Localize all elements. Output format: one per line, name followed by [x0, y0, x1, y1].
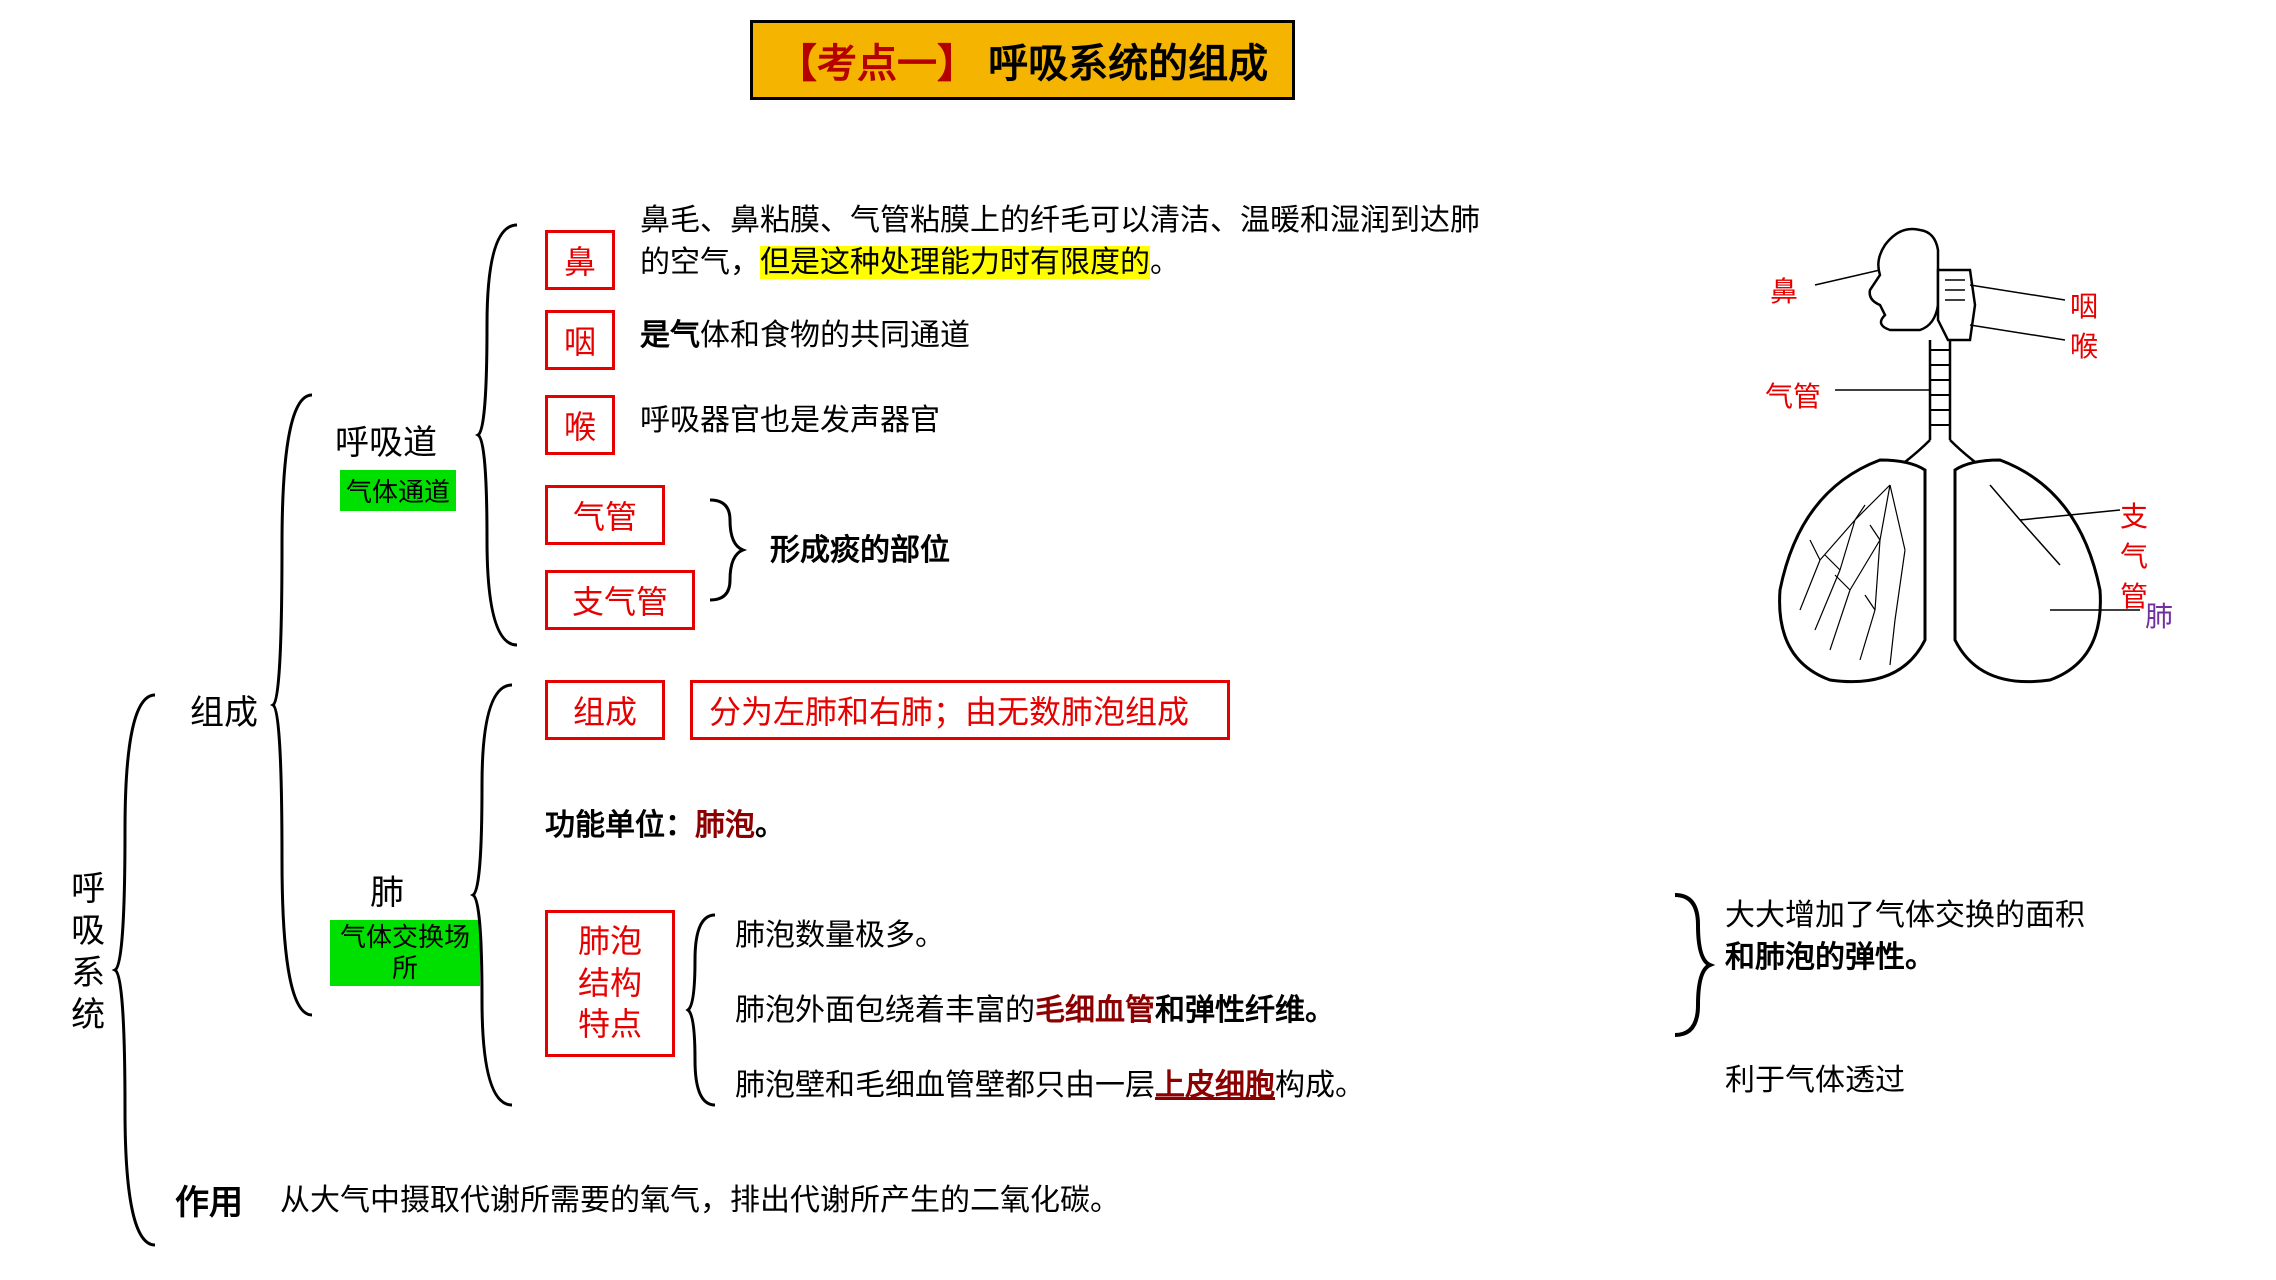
alveoli-l3-pre: 肺泡壁和毛细血管壁都只由一层	[735, 1069, 1155, 1102]
sputum-label: 形成痰的部位	[770, 530, 950, 572]
effect2: 利于气体透过	[1725, 1060, 1905, 1102]
alveoli-l1: 肺泡数量极多。	[735, 915, 945, 957]
diag-trachea-label: 气管	[1765, 375, 1821, 415]
resp-tract-brace	[475, 220, 530, 650]
title-prefix: 【考点一】	[777, 42, 977, 86]
resp-tract-label: 呼吸道	[335, 420, 437, 468]
effect1-pre: 大大增加了气体交换的面积	[1725, 899, 2085, 932]
effect1: 大大增加了气体交换的面积 和肺泡的弹性。	[1725, 895, 2245, 979]
pharynx-desc: 是气体和食物的共同通道	[640, 315, 970, 357]
alveoli-l3-post: 构成。	[1275, 1069, 1365, 1102]
lung-tag: 气体交换场所	[330, 920, 480, 986]
alveoli-l2-em1: 毛细血管	[1035, 994, 1155, 1027]
pharynx-desc-bold: 是气	[640, 319, 700, 352]
diag-nose-label: 鼻	[1770, 270, 1798, 310]
alveoli-l3: 肺泡壁和毛细血管壁都只由一层上皮细胞构成。	[735, 1065, 1365, 1107]
composition-brace	[270, 390, 325, 1020]
larynx-desc: 呼吸器官也是发声器官	[640, 400, 940, 442]
root-label: 呼吸系统	[60, 870, 108, 1038]
diag-larynx-label: 喉	[2070, 325, 2098, 365]
function-desc: 从大气中摄取代谢所需要的氧气，排出代谢所产生的二氧化碳。	[280, 1180, 1120, 1222]
alveoli-l2: 肺泡外面包绕着丰富的毛细血管和弹性纤维。	[735, 990, 1335, 1032]
lung-label: 肺	[370, 870, 404, 918]
larynx-box: 喉	[545, 395, 615, 455]
title-box: 【考点一】 呼吸系统的组成	[750, 20, 1295, 100]
lung-unit-label: 功能单位：	[545, 809, 695, 842]
lung-comp-desc: 分为左肺和右肺；由无数肺泡组成	[690, 680, 1230, 740]
anatomy-diagram: 鼻 咽 喉 气管 支气管 肺	[1720, 210, 2150, 700]
lung-unit-value: 肺泡	[695, 809, 755, 842]
alveoli-l2-pre: 肺泡外面包绕着丰富的	[735, 994, 1035, 1027]
bronchus-box: 支气管	[545, 570, 695, 630]
alveoli-l3-em: 上皮细胞	[1155, 1069, 1275, 1102]
alveoli-brace	[685, 910, 725, 1110]
resp-tract-tag: 气体通道	[340, 470, 456, 511]
pharynx-desc-rest: 体和食物的共同通道	[700, 319, 970, 352]
alveoli-box: 肺泡结构特点	[545, 910, 675, 1057]
lung-unit-post: 。	[755, 809, 785, 842]
effect1-bold: 和肺泡的弹性。	[1725, 941, 1935, 974]
lung-unit: 功能单位：肺泡。	[545, 805, 785, 847]
title-main: 呼吸系统的组成	[977, 42, 1268, 86]
nose-box: 鼻	[545, 230, 615, 290]
diag-lung-label: 肺	[2145, 595, 2173, 635]
alveoli-l2-mid: 和弹性纤维。	[1155, 994, 1335, 1027]
lung-comp-box: 组成	[545, 680, 665, 740]
effect-brace	[1670, 890, 1715, 1040]
diag-pharynx-label: 咽	[2070, 285, 2098, 325]
trachea-box: 气管	[545, 485, 665, 545]
nose-desc: 鼻毛、鼻粘膜、气管粘膜上的纤毛可以清洁、温暖和湿润到达肺的空气，但是这种处理能力…	[640, 200, 1490, 284]
nose-desc-hl: 但是这种处理能力时有限度的	[760, 246, 1150, 279]
pharynx-box: 咽	[545, 310, 615, 370]
nose-desc-post: 。	[1150, 246, 1180, 279]
lung-brace	[470, 680, 525, 1110]
function-label: 作用	[175, 1180, 243, 1228]
sputum-brace	[705, 495, 750, 605]
composition-label: 组成	[190, 690, 258, 738]
root-brace	[110, 690, 170, 1250]
lung-tag-text: 气体交换场所	[340, 922, 470, 983]
alveoli-name: 肺泡结构特点	[558, 921, 662, 1046]
